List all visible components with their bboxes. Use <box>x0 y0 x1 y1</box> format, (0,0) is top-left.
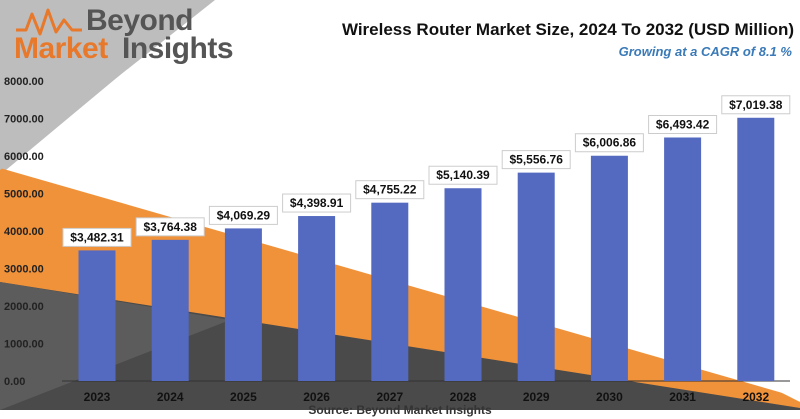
brand-logo: Beyond Market Insights <box>14 2 234 65</box>
data-label-box <box>574 133 644 153</box>
data-label-box <box>428 165 498 185</box>
chart-source: Source: Beyond Market Insights <box>308 403 492 417</box>
chart-subtitle: Growing at a CAGR of 8.1 % <box>618 44 792 59</box>
bar <box>298 216 336 381</box>
data-label: $7,019.38 <box>729 98 783 112</box>
logo-text-insights: Insights <box>122 32 234 65</box>
wave-logo-icon <box>16 8 82 36</box>
bg-gray-corner-top <box>0 0 215 170</box>
data-label: $3,482.31 <box>70 230 124 244</box>
y-tick-label: 3000.00 <box>4 264 44 276</box>
bar <box>224 228 262 381</box>
data-label-box <box>355 180 425 200</box>
y-tick-label: 6000.00 <box>4 151 44 163</box>
x-tick-label: 2032 <box>742 390 769 404</box>
y-tick-label: 7000.00 <box>4 114 44 126</box>
y-tick-label: 8000.00 <box>4 76 44 88</box>
data-label: $4,398.91 <box>290 196 344 210</box>
bar <box>78 250 116 381</box>
x-tick-label: 2025 <box>230 390 257 404</box>
bar <box>371 202 409 381</box>
x-tick-label: 2031 <box>669 390 696 404</box>
data-label: $5,556.76 <box>510 153 564 167</box>
x-tick-label: 2024 <box>157 390 184 404</box>
data-label-box <box>501 150 571 170</box>
y-tick-label: 4000.00 <box>4 226 44 238</box>
data-label: $3,764.38 <box>144 220 198 234</box>
data-label: $5,140.39 <box>436 168 490 182</box>
bar <box>737 117 775 381</box>
y-tick-label: 5000.00 <box>4 189 44 201</box>
bar <box>444 188 482 381</box>
data-label: $4,755.22 <box>363 183 417 197</box>
bar <box>151 239 189 381</box>
data-label-box <box>135 217 205 237</box>
y-tick-label: 2000.00 <box>4 301 44 313</box>
bar <box>590 155 628 381</box>
bar <box>517 172 555 381</box>
x-tick-label: 2023 <box>84 390 111 404</box>
chart-title: Wireless Router Market Size, 2024 To 203… <box>341 20 794 39</box>
x-tick-label: 2028 <box>450 390 477 404</box>
data-label-box <box>721 95 791 115</box>
logo-text-market: Market <box>14 32 108 65</box>
y-tick-label: 1000.00 <box>4 339 44 351</box>
data-label-box <box>62 227 132 247</box>
x-tick-label: 2026 <box>303 390 330 404</box>
y-tick-label: 0.00 <box>4 376 25 388</box>
x-tick-label: 2030 <box>596 390 623 404</box>
bar <box>664 137 702 381</box>
data-label: $6,493.42 <box>656 117 710 131</box>
data-label-box <box>282 193 352 213</box>
x-tick-label: 2029 <box>523 390 550 404</box>
x-tick-label: 2027 <box>376 390 403 404</box>
data-label-box <box>648 114 718 134</box>
logo-text-beyond: Beyond <box>86 4 194 37</box>
data-label: $4,069.29 <box>217 208 271 222</box>
data-label: $6,006.86 <box>583 136 637 150</box>
data-label-box <box>208 205 278 225</box>
